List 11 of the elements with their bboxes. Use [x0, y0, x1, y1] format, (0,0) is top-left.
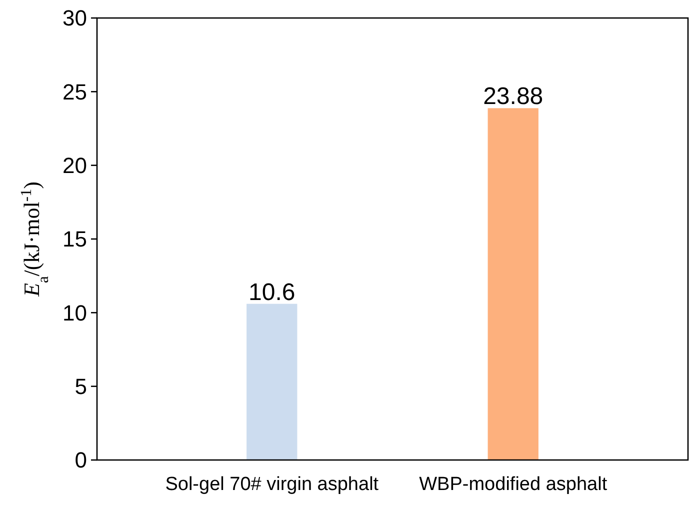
- y-tick-label: 5: [74, 374, 87, 400]
- x-tick-label: Sol-gel 70# virgin asphalt: [165, 474, 380, 495]
- data-label: 10.6: [248, 278, 296, 306]
- y-tick-label: 25: [62, 79, 87, 104]
- data-label: 23.88: [483, 83, 544, 110]
- y-tick-label: 0: [74, 448, 87, 473]
- x-tick-label: WBP-modified asphalt: [419, 474, 608, 495]
- y-tick-label: 10: [62, 300, 87, 326]
- y-tick-label: 30: [62, 6, 87, 31]
- y-tick-label: 20: [62, 153, 87, 178]
- y-tick-label: 15: [62, 226, 87, 252]
